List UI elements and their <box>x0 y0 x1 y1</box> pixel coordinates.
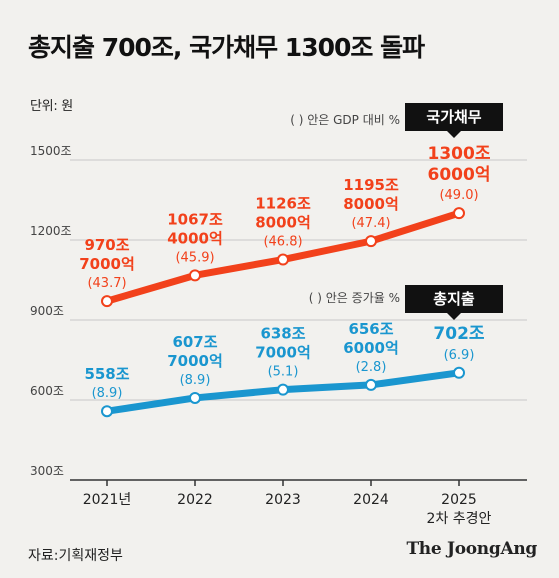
data-point-0-0 <box>101 295 113 308</box>
data-point-1-1 <box>189 391 201 404</box>
data-point-1-0 <box>101 405 113 418</box>
y-tick-label-300: 300조 <box>30 464 64 478</box>
data-label-1-2: 638조 <box>260 325 305 343</box>
data-label-0-4: 1300조 <box>428 144 491 164</box>
y-tick-label-1500: 1500조 <box>30 144 72 158</box>
series-badge-pointer-0 <box>447 131 461 138</box>
data-point-1-3 <box>365 378 377 391</box>
publisher-logo: The JoongAng <box>406 539 537 559</box>
x-tick-label-2: 2023 <box>265 492 301 508</box>
chart-title: 총지출 700조, 국가채무 1300조 돌파 <box>28 33 425 62</box>
y-tick-label-900: 900조 <box>30 304 64 318</box>
data-point-1-2 <box>277 383 289 396</box>
series-badge-pointer-1 <box>447 313 461 320</box>
data-point-0-4 <box>453 207 465 220</box>
data-point-0-3 <box>365 235 377 248</box>
data-label-0-3: 1195조 <box>343 176 399 194</box>
pct-label-1-3: (2.8) <box>356 360 387 375</box>
series-badge-1 <box>405 285 503 313</box>
series-badge-0 <box>405 103 503 131</box>
data-label-2-0-4: 6000억 <box>428 165 491 185</box>
data-label-2-1-1: 7000억 <box>167 352 223 370</box>
data-label-0-0: 970조 <box>84 236 129 254</box>
data-label-2-1-2: 7000억 <box>255 344 311 362</box>
x-tick-label-3: 2024 <box>353 492 389 508</box>
pct-label-0-2: (46.8) <box>263 235 302 250</box>
data-label-1-1: 607조 <box>172 333 217 351</box>
pct-label-1-2: (5.1) <box>268 365 299 380</box>
data-label-1-4: 702조 <box>433 324 484 344</box>
pct-label-1-4: (6.9) <box>444 348 475 363</box>
data-point-1-4 <box>453 366 465 379</box>
pct-label-0-0: (43.7) <box>87 276 126 291</box>
y-tick-label-600: 600조 <box>30 384 64 398</box>
data-label-2-0-2: 8000억 <box>255 214 311 232</box>
data-label-2-0-0: 7000억 <box>79 255 135 273</box>
pct-label-0-3: (47.4) <box>351 216 390 231</box>
y-tick-label-1200: 1200조 <box>30 224 72 238</box>
series-name-0: 국가채무 <box>426 108 481 126</box>
data-label-2-0-3: 8000억 <box>343 195 399 213</box>
pct-label-0-4: (49.0) <box>439 188 478 203</box>
pct-label-1-1: (8.9) <box>180 373 211 388</box>
data-label-2-0-1: 4000억 <box>167 229 223 247</box>
data-label-1-3: 656조 <box>348 320 393 338</box>
pct-label-1-0: (8.9) <box>92 386 123 401</box>
series-note-0: ( ) 안은 GDP 대비 % <box>290 113 400 127</box>
x-tick-label-4: 2025 <box>441 492 477 508</box>
data-label-1-0: 558조 <box>84 365 129 383</box>
series-note-1: ( ) 안은 증가율 % <box>309 291 400 305</box>
unit-label: 단위: 원 <box>30 99 73 114</box>
series-name-1: 총지출 <box>433 290 475 308</box>
source-label: 자료:기획재정부 <box>28 548 123 564</box>
x-tick-label-1: 2022 <box>177 492 213 508</box>
pct-label-0-1: (45.9) <box>175 250 214 265</box>
x-tick-label-0: 2021년 <box>83 492 132 508</box>
data-point-0-1 <box>189 269 201 282</box>
data-label-2-1-3: 6000억 <box>343 339 399 357</box>
data-label-0-2: 1126조 <box>255 195 311 213</box>
data-point-0-2 <box>277 253 289 266</box>
data-label-0-1: 1067조 <box>167 210 223 228</box>
x-tick-sublabel-4: 2차 추경안 <box>427 511 492 527</box>
